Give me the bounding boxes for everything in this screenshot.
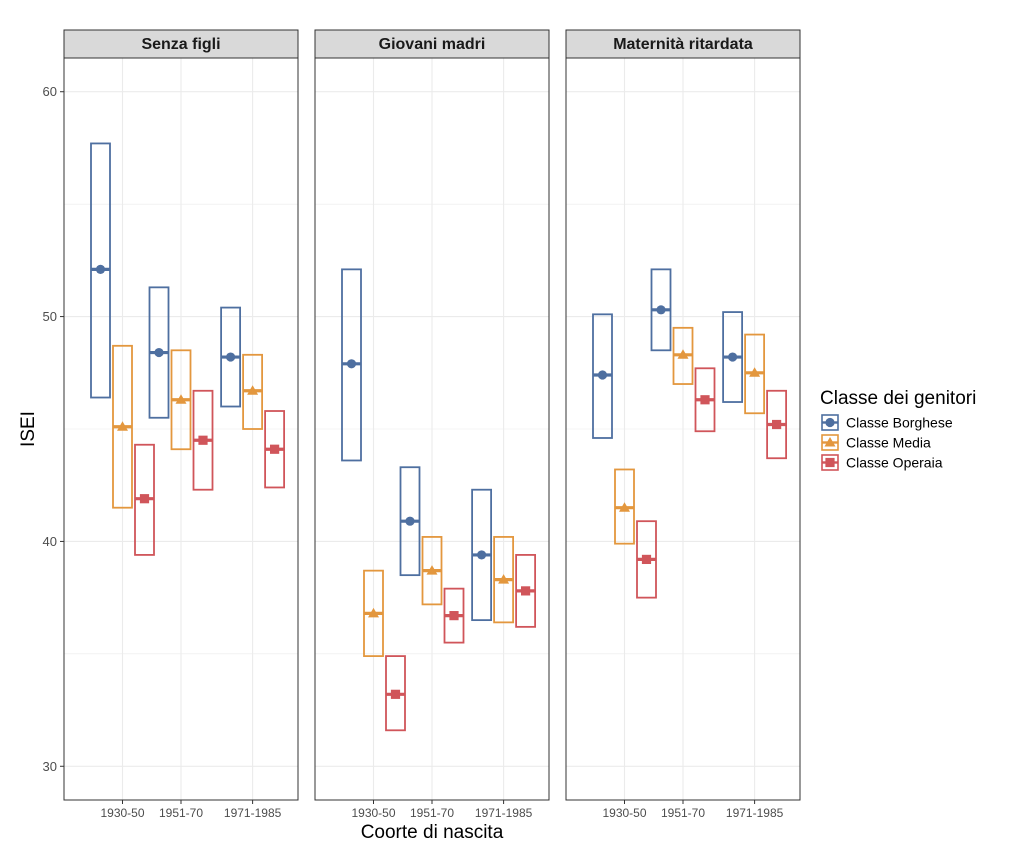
x-tick-label: 1951-70: [410, 806, 454, 820]
x-tick-label: 1971-1985: [475, 806, 533, 820]
panel-title: Senza figli: [141, 36, 220, 53]
crossbar-point: [641, 554, 652, 565]
crossbar-point: [368, 607, 379, 618]
crossbar-point: [95, 264, 106, 274]
x-tick-label: 1971-1985: [726, 806, 784, 820]
crossbar-point: [677, 349, 689, 359]
crossbar-point: [175, 394, 187, 404]
cohort-group: [90, 142, 155, 556]
x-tick-label: 1930-50: [100, 806, 144, 820]
panel-strip: [565, 29, 801, 59]
cohort-group: [592, 313, 657, 599]
cohort-group: [148, 286, 214, 491]
x-tick-label: 1951-70: [159, 806, 203, 820]
crossbar-point: [270, 444, 280, 454]
legend-key-marker: [825, 457, 835, 468]
legend-item: Classe Media: [821, 434, 931, 451]
crossbar-point: [749, 367, 761, 377]
crossbar-point: [247, 385, 259, 395]
crossbar-point: [390, 689, 401, 699]
crossbar-point: [619, 502, 630, 512]
legend-label: Classe Media: [846, 435, 931, 451]
crossbar-point: [226, 352, 236, 362]
crossbar-point: [346, 359, 357, 369]
crossbar-point: [728, 352, 738, 362]
cohort-group: [650, 268, 716, 433]
crossbar-point: [198, 435, 208, 445]
gridlines: [566, 58, 800, 800]
legend-key-marker: [824, 437, 836, 447]
x-tick-label: 1930-50: [351, 806, 395, 820]
cohort-group: [471, 488, 537, 628]
crossbar-point: [426, 565, 438, 575]
crossbar-point: [154, 347, 164, 358]
crossbar-point: [117, 421, 128, 431]
crossbar-point: [449, 611, 459, 621]
legend: Classe dei genitori Classe Borghese Class…: [820, 388, 976, 471]
legend-item: Classe Borghese: [821, 414, 953, 431]
crossbar-point: [139, 494, 150, 504]
crossbar-point: [477, 550, 487, 560]
x-tick-label: 1971-1985: [224, 806, 282, 820]
crossbar-point: [498, 574, 510, 584]
crossbar-point: [521, 586, 531, 596]
panel-1: Senza figli 1930-50 1951-70 1971-1985: [63, 29, 299, 820]
panel-title: Maternità ritardata: [613, 36, 753, 53]
y-tick-label: 30: [43, 759, 57, 774]
cohort-group: [722, 311, 788, 460]
crossbar-point: [656, 305, 666, 315]
y-tick-label: 50: [43, 309, 57, 324]
legend-item: Classe Operaia: [821, 454, 943, 471]
y-axis-title: ISEI: [18, 411, 39, 447]
panel-title: Giovani madri: [379, 36, 486, 53]
cohort-group: [341, 268, 406, 732]
gridlines: [315, 58, 549, 800]
panel-strip: [63, 29, 299, 59]
cohort-group: [399, 466, 465, 644]
y-tick-label: 60: [43, 84, 57, 99]
x-tick-label: 1930-50: [602, 806, 646, 820]
panel-strip: [314, 29, 550, 59]
crossbar-point: [597, 370, 608, 380]
legend-key-marker: [825, 417, 835, 428]
crossbar-point: [405, 516, 415, 526]
y-tick-label: 40: [43, 534, 57, 549]
x-axis-title: Coorte di nascita: [361, 822, 504, 843]
legend-label: Classe Borghese: [846, 415, 953, 431]
legend-label: Classe Operaia: [846, 455, 943, 471]
cohort-group: [220, 306, 286, 489]
panel-3: Maternità ritardata 1930-50 1951-70 1971-19…: [565, 29, 801, 820]
crossbar-point: [700, 395, 710, 405]
x-tick-label: 1951-70: [661, 806, 705, 820]
y-axis: 30 40 50 60: [43, 84, 64, 774]
legend-title: Classe dei genitori: [820, 388, 976, 409]
panel-2: Giovani madri 1930-50 1951-70 1971-1985: [314, 29, 550, 820]
crossbar-point: [772, 419, 782, 430]
